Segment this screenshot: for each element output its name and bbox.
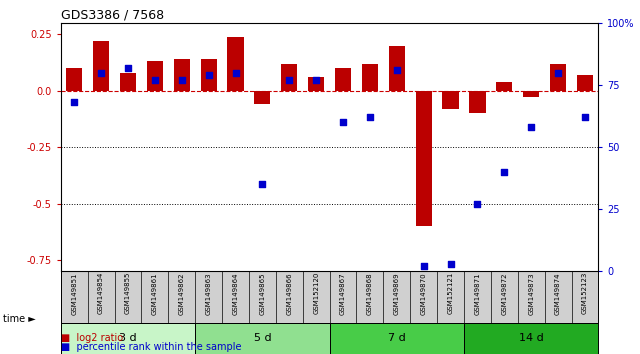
Point [204,72,214,78]
Text: GSM149872: GSM149872 [501,272,508,315]
Text: 5 d: 5 d [253,333,271,343]
Bar [195,322,330,354]
Point [553,70,563,75]
Bar [147,61,163,91]
Text: time ►: time ► [3,314,36,324]
Bar [93,41,109,91]
Point [150,77,160,83]
Bar [415,91,432,226]
Point [284,77,294,83]
Text: GSM149861: GSM149861 [152,272,158,315]
Point [257,182,268,187]
Bar [550,64,566,91]
Text: ■  log2 ratio: ■ log2 ratio [61,333,123,343]
Point [392,67,402,73]
Bar [120,73,136,91]
Point [472,201,483,207]
Text: ■  percentile rank within the sample: ■ percentile rank within the sample [61,342,241,352]
Text: GSM152121: GSM152121 [447,272,454,314]
Bar [442,91,459,109]
Point [123,65,133,70]
Text: GSM149864: GSM149864 [232,272,239,315]
Bar [308,77,324,91]
Bar [362,64,378,91]
Text: GSM149869: GSM149869 [394,272,400,315]
Text: GSM149871: GSM149871 [474,272,481,315]
Text: GSM149865: GSM149865 [259,272,266,315]
Text: GSM149855: GSM149855 [125,272,131,314]
Point [69,99,79,105]
Bar [66,68,83,91]
Point [445,261,456,267]
Text: GSM149862: GSM149862 [179,272,185,315]
Bar [464,322,598,354]
Bar [173,59,190,91]
Text: GSM152120: GSM152120 [313,272,319,314]
Point [96,70,106,75]
Point [499,169,509,175]
Text: GSM149867: GSM149867 [340,272,346,315]
Bar [330,322,464,354]
Text: GSM149854: GSM149854 [98,272,104,314]
Bar [200,59,217,91]
Point [419,263,429,269]
Text: 7 d: 7 d [388,333,406,343]
Point [365,114,375,120]
Point [338,119,348,125]
Point [311,77,321,83]
Text: GSM149873: GSM149873 [528,272,534,315]
Bar [469,91,486,113]
Bar [496,82,513,91]
Bar [523,91,540,97]
Text: GSM149866: GSM149866 [286,272,292,315]
Text: 14 d: 14 d [519,333,543,343]
Bar [61,322,195,354]
Point [177,77,187,83]
Text: GDS3386 / 7568: GDS3386 / 7568 [61,9,164,22]
Bar [281,64,298,91]
Text: 3 d: 3 d [119,333,137,343]
Bar [388,46,405,91]
Bar [254,91,271,104]
Text: GSM149870: GSM149870 [420,272,427,315]
Text: GSM149874: GSM149874 [555,272,561,315]
Text: GSM152123: GSM152123 [582,272,588,314]
Bar [335,68,351,91]
Text: GSM149851: GSM149851 [71,272,77,315]
Bar [577,75,593,91]
Point [230,70,241,75]
Point [580,114,590,120]
Point [526,125,536,130]
Bar [227,36,244,91]
Text: GSM149868: GSM149868 [367,272,373,315]
Text: GSM149863: GSM149863 [205,272,212,315]
